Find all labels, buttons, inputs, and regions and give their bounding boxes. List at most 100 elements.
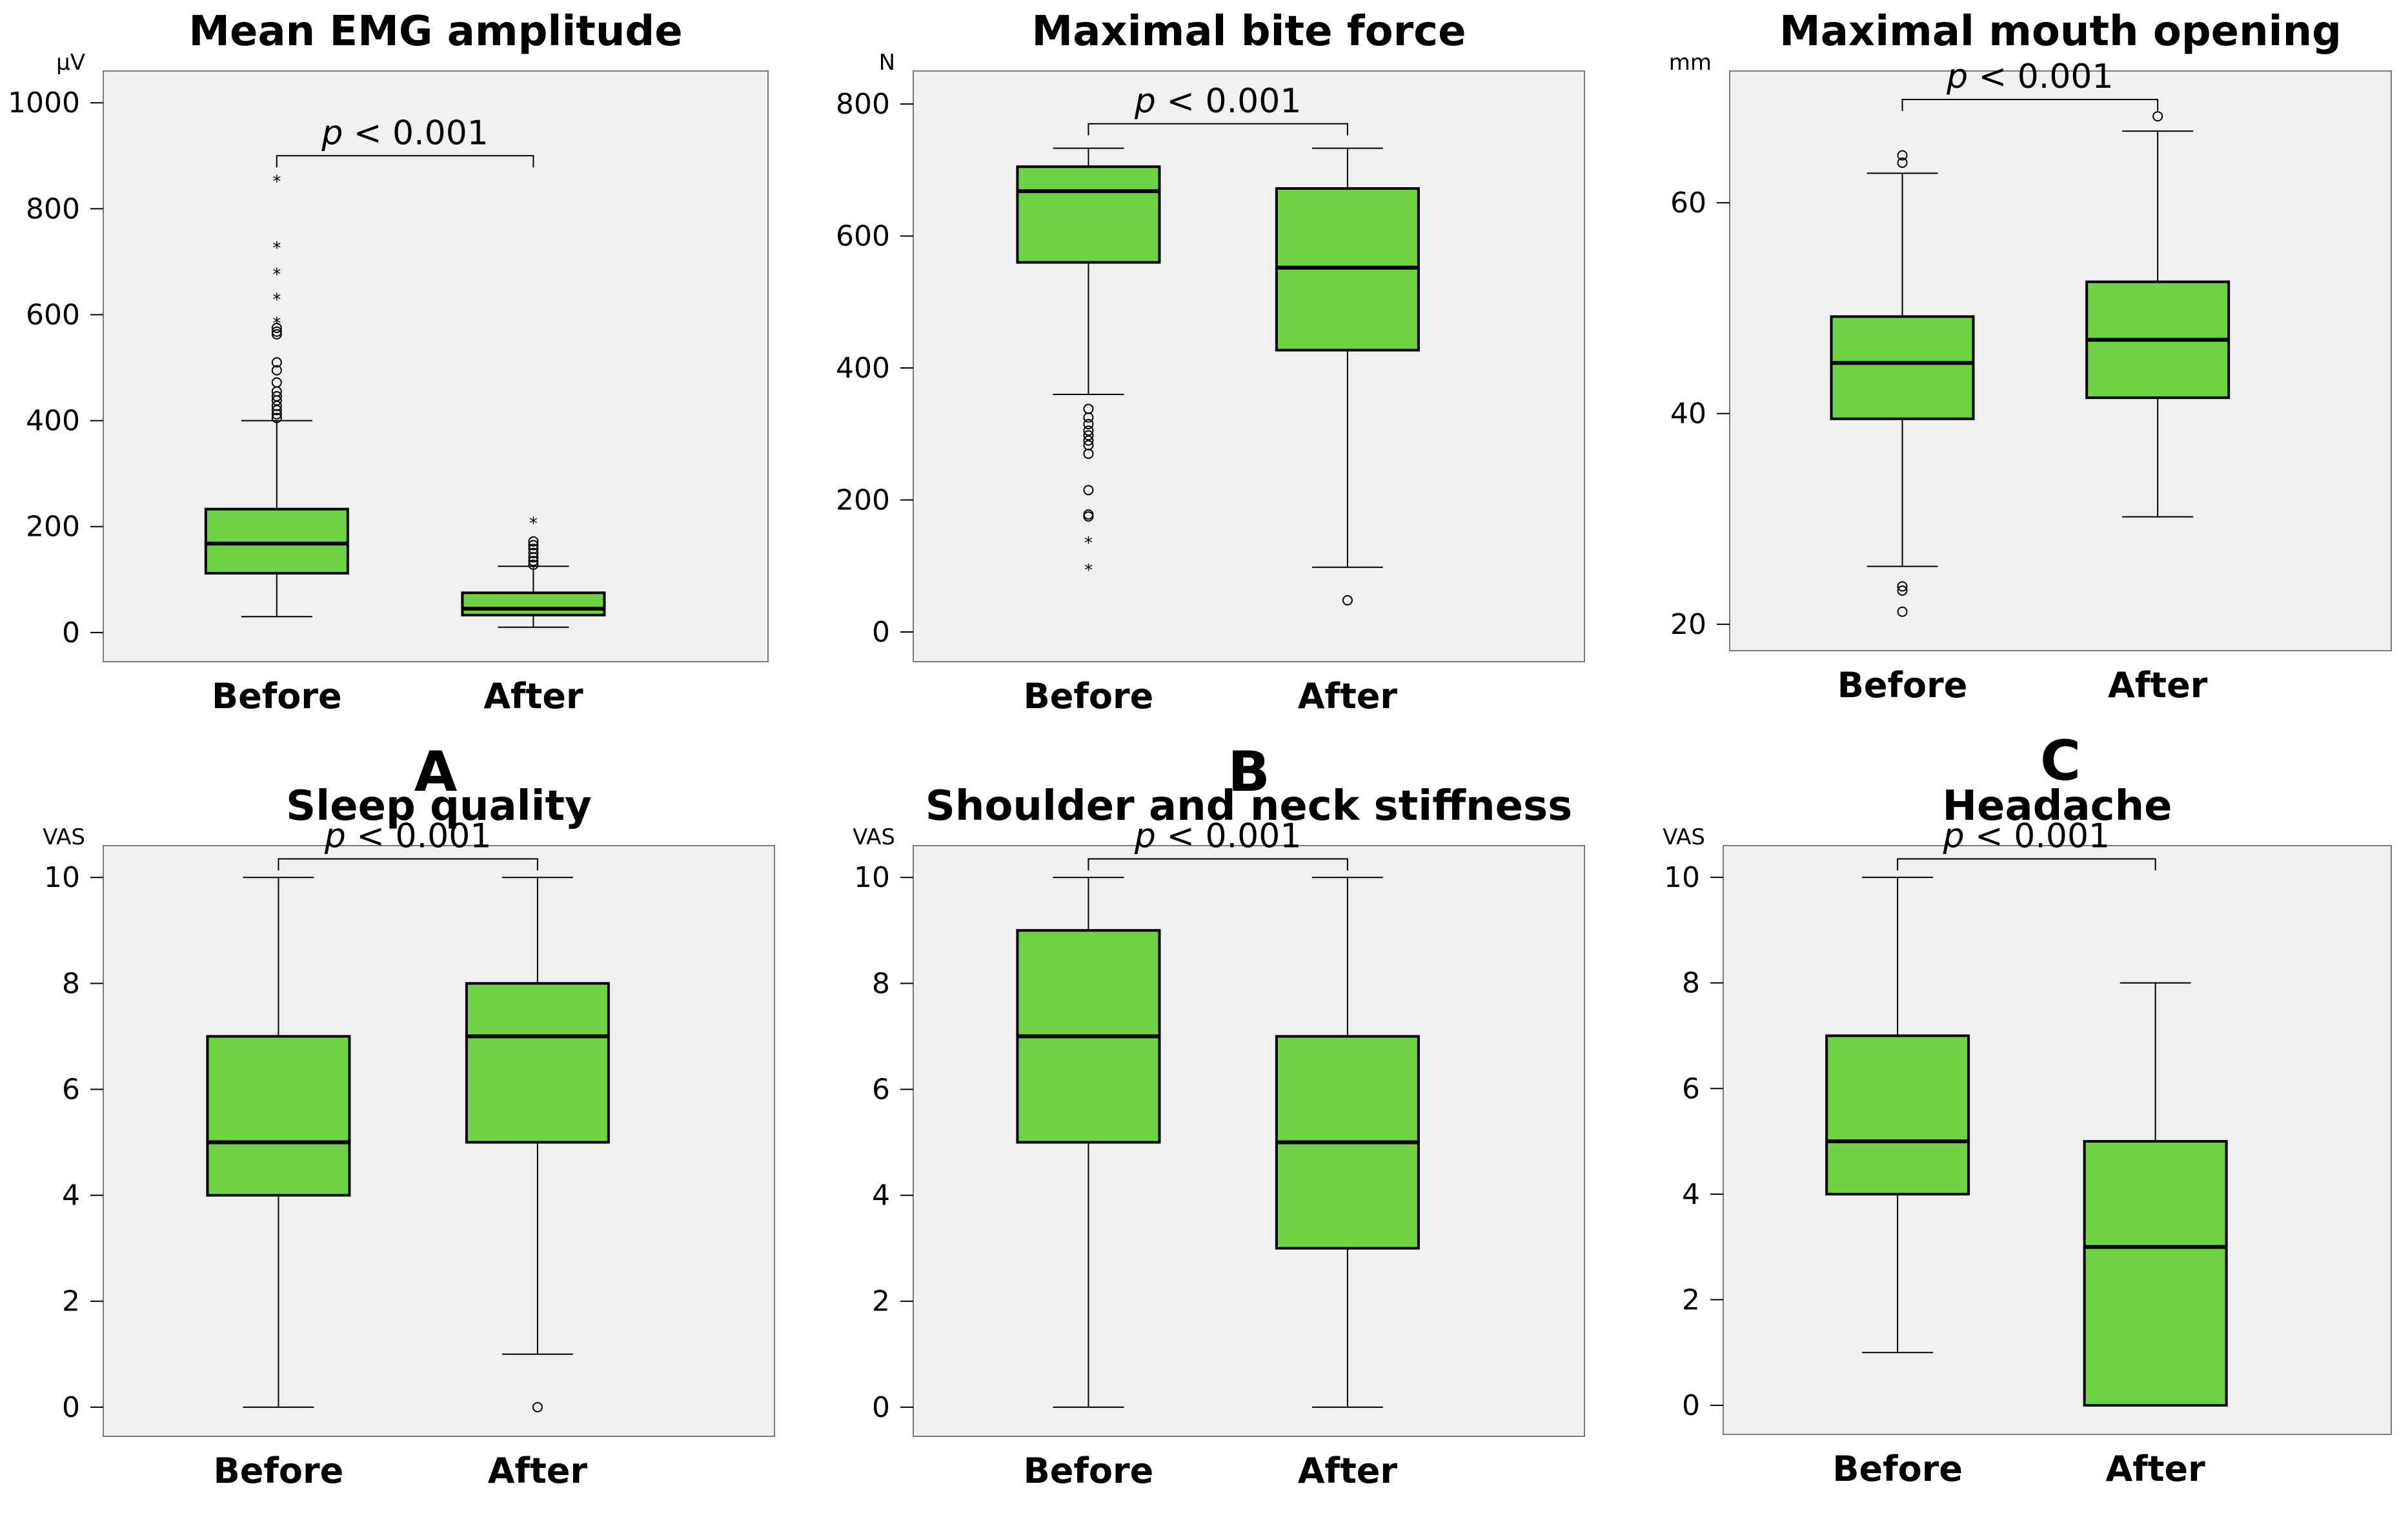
extreme-outlier-point: * xyxy=(272,239,281,258)
p-symbol: p xyxy=(321,114,343,152)
y-tick-label: 8 xyxy=(872,967,890,1000)
y-tick-label: 8 xyxy=(62,967,80,1000)
y-tick-label: 40 xyxy=(1670,398,1706,431)
significance-bracket xyxy=(1088,858,1348,871)
box-before xyxy=(1830,150,1975,617)
outlier-point xyxy=(1897,158,1908,168)
x-category-label: After xyxy=(1298,1451,1398,1491)
box-after xyxy=(2085,111,2231,518)
chart-title: Sleep quality xyxy=(286,782,592,830)
box-before: * * * * * xyxy=(204,172,349,618)
p-symbol: p xyxy=(1946,57,1968,96)
outlier-point xyxy=(528,536,539,547)
outlier-point xyxy=(271,365,282,376)
plot-area xyxy=(1729,70,2392,651)
outlier-point xyxy=(1342,595,1353,606)
x-category-label: Before xyxy=(1024,676,1154,717)
iqr-box xyxy=(206,1035,351,1197)
box-after xyxy=(2083,982,2228,1407)
x-category-label: Before xyxy=(214,1451,344,1491)
p-value: < 0.001 xyxy=(1965,817,2110,855)
x-category-label: Before xyxy=(1837,665,1968,706)
y-tick-label: 4 xyxy=(1682,1178,1700,1211)
outlier-point xyxy=(1897,585,1908,596)
outlier-point xyxy=(2152,111,2163,122)
box-after: * xyxy=(461,514,606,628)
y-tick-label: 10 xyxy=(1664,861,1700,894)
box-after xyxy=(1275,147,1420,606)
y-axis-unit: µV xyxy=(56,50,85,76)
iqr-box xyxy=(1016,165,1161,264)
panel-letter: A xyxy=(414,740,458,804)
y-tick-label: 800 xyxy=(836,88,890,121)
y-tick-label: 0 xyxy=(872,1391,890,1424)
y-tick-label: 2 xyxy=(872,1285,890,1318)
y-tick-label: 200 xyxy=(836,484,890,517)
outlier-point xyxy=(1083,435,1094,446)
plot-area xyxy=(913,70,1585,662)
extreme-outlier-point: * xyxy=(272,290,281,310)
panel-c: Maximal mouth opening mm 20 40 60 Before After… xyxy=(1669,8,2392,793)
p-value-label: p < 0.001 xyxy=(324,817,492,856)
box-before xyxy=(1016,877,1161,1408)
y-tick-label: 600 xyxy=(26,298,80,331)
y-tick-label: 0 xyxy=(62,1391,80,1424)
outlier-point xyxy=(1083,425,1094,436)
plot-area xyxy=(1723,845,2392,1435)
outlier-point xyxy=(1083,440,1094,451)
outlier-point xyxy=(528,547,539,558)
p-symbol: p xyxy=(1134,817,1156,856)
x-category-label: Before xyxy=(1024,1451,1154,1491)
iqr-box xyxy=(461,591,606,616)
significance-bracket xyxy=(276,155,534,168)
y-tick-label: 400 xyxy=(836,352,890,385)
panel-b: Maximal bite forceN0200400600800**Before… xyxy=(836,8,1585,804)
p-value: < 0.001 xyxy=(343,114,489,152)
p-value: < 0.001 xyxy=(1156,817,1302,856)
outlier-point xyxy=(528,540,539,551)
outlier-point xyxy=(271,326,282,337)
y-tick-label: 6 xyxy=(1682,1072,1700,1105)
extreme-outlier-point: * xyxy=(529,514,538,534)
y-tick-label: 4 xyxy=(62,1179,80,1212)
x-category-label: Before xyxy=(212,676,342,717)
y-tick-label: 6 xyxy=(62,1073,80,1106)
plot-area xyxy=(103,70,769,662)
outlier-point xyxy=(271,391,282,402)
iqr-box xyxy=(204,507,349,575)
p-value-label: p < 0.001 xyxy=(1134,817,1302,856)
y-axis-unit: VAS xyxy=(853,824,895,850)
iqr-box xyxy=(1825,1034,1970,1196)
y-tick-label: 0 xyxy=(62,616,80,649)
panel-d: Sleep quality VAS 0 2 4 6 8 10 Before After p < 0.… xyxy=(43,782,775,1517)
y-axis-unit: N xyxy=(879,50,895,76)
y-tick-label: 10 xyxy=(854,861,890,894)
y-tick-label: 6 xyxy=(872,1073,890,1106)
outlier-point xyxy=(1083,485,1094,496)
y-tick-label: 600 xyxy=(836,220,890,253)
panel-letter: C xyxy=(2040,729,2081,793)
outlier-point xyxy=(271,377,282,388)
panel-letter: B xyxy=(1228,740,1270,804)
extreme-outlier-point: * xyxy=(1084,534,1093,553)
p-value-label: p < 0.001 xyxy=(1134,82,1302,121)
iqr-box xyxy=(465,982,610,1144)
y-tick-label: 8 xyxy=(1682,967,1700,1000)
box-before: ** xyxy=(1016,147,1161,580)
y-tick-label: 0 xyxy=(872,616,890,649)
y-tick-label: 800 xyxy=(26,192,80,225)
iqr-box xyxy=(2083,1140,2228,1407)
significance-bracket xyxy=(1897,858,2156,871)
p-value: < 0.001 xyxy=(1968,57,2114,96)
outlier-point xyxy=(1897,581,1908,592)
panel-a: Mean EMG amplitudeµV02004006008001000***… xyxy=(8,8,769,804)
outlier-point xyxy=(532,1401,543,1412)
y-tick-label: 60 xyxy=(1670,187,1706,219)
x-category-label: After xyxy=(2105,1449,2205,1489)
outlier-point xyxy=(528,556,539,567)
significance-bracket xyxy=(278,858,538,871)
y-axis-unit: VAS xyxy=(43,824,85,850)
extreme-outlier-point: * xyxy=(1084,561,1093,580)
outlier-point xyxy=(1083,509,1094,520)
